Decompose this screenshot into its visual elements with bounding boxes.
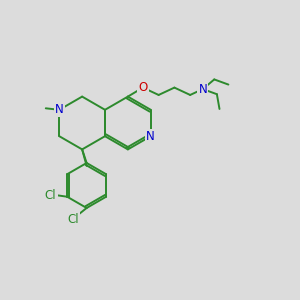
Text: Cl: Cl: [67, 214, 79, 226]
Text: N: N: [55, 103, 64, 116]
Text: Cl: Cl: [45, 189, 56, 202]
Text: O: O: [138, 81, 148, 94]
Text: N: N: [198, 82, 207, 96]
Text: N: N: [146, 130, 155, 143]
